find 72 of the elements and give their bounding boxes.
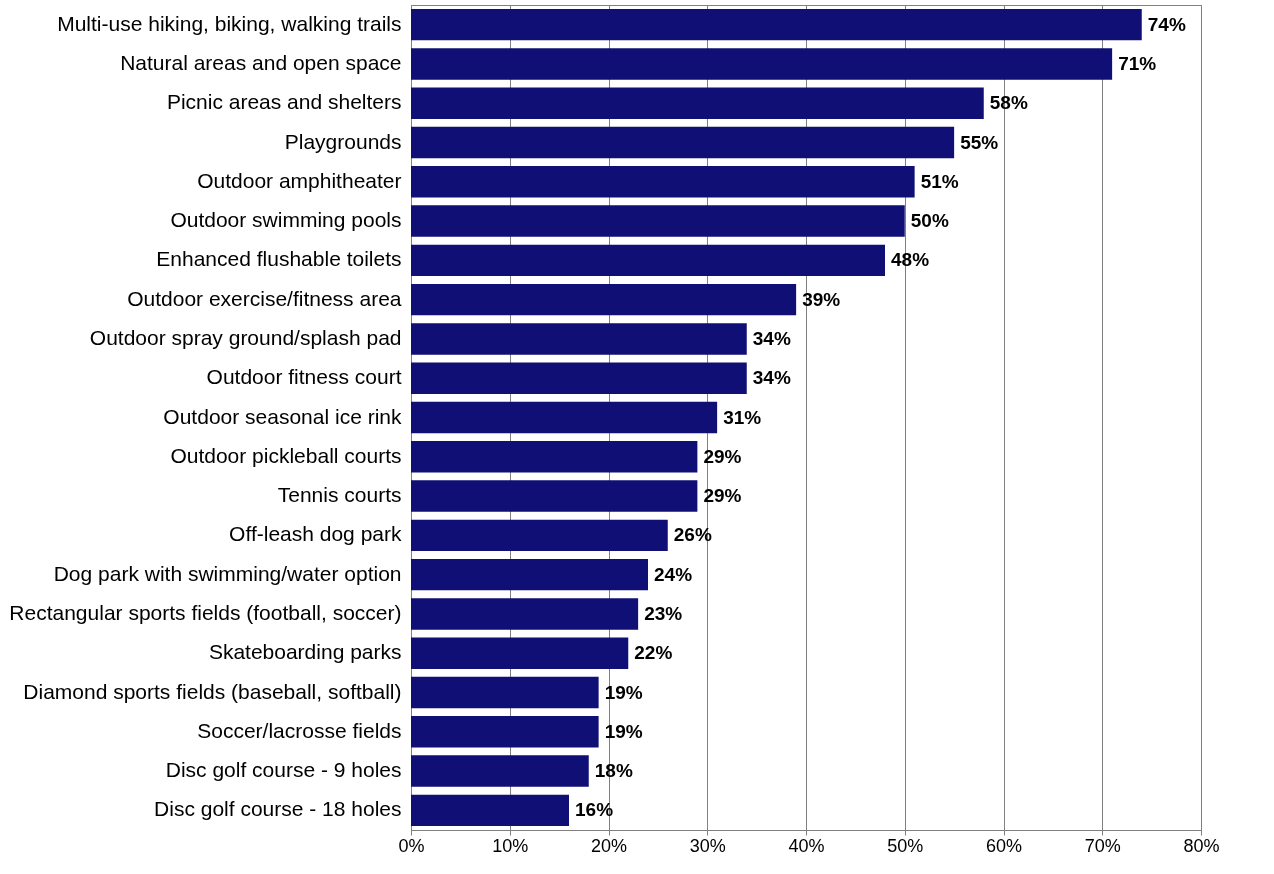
- y-tick-label: Outdoor swimming pools: [170, 208, 402, 232]
- data-label: 48%: [891, 249, 930, 271]
- data-label: 29%: [703, 445, 742, 467]
- data-label: 29%: [703, 485, 742, 507]
- bar: [411, 676, 599, 709]
- bar: [411, 401, 718, 434]
- data-label: 39%: [802, 288, 841, 310]
- x-tick-label: 70%: [1084, 835, 1121, 856]
- bar: [411, 8, 1142, 41]
- y-tick-label: Playgrounds: [284, 129, 402, 153]
- bar: [411, 637, 629, 669]
- y-tick-label: Tennis courts: [277, 483, 402, 507]
- bar: [411, 519, 668, 552]
- y-tick-label: Skateboarding parks: [208, 640, 402, 664]
- bar: [411, 126, 955, 159]
- x-tick-label: 0%: [398, 835, 425, 856]
- x-tick-label: 60%: [985, 835, 1023, 856]
- x-tick-label: 10%: [492, 835, 529, 856]
- y-tick-label: Diamond sports fields (baseball, softball): [23, 679, 402, 703]
- bar: [411, 244, 885, 277]
- bar: [411, 598, 639, 630]
- y-tick-label: Picnic areas and shelters: [166, 90, 402, 114]
- data-label: 19%: [604, 720, 643, 742]
- y-tick-label: Dog park with swimming/water option: [53, 561, 402, 585]
- bar: [411, 716, 599, 748]
- y-tick-label: Outdoor fitness court: [206, 365, 402, 389]
- bar: [411, 794, 569, 827]
- y-tick-label: Enhanced flushable toilets: [156, 247, 402, 271]
- bar: [411, 755, 589, 787]
- data-label: 71%: [1118, 52, 1157, 74]
- y-tick-label: Multi-use hiking, biking, walking trails: [57, 11, 402, 35]
- bar: [411, 87, 984, 119]
- y-tick-label: Outdoor exercise/fitness area: [127, 286, 402, 310]
- bar: [411, 205, 905, 237]
- data-label: 34%: [752, 367, 791, 389]
- x-tick-label: 80%: [1183, 835, 1220, 856]
- data-label: 58%: [989, 92, 1028, 114]
- data-label: 18%: [594, 760, 633, 782]
- data-label: 55%: [960, 131, 999, 153]
- y-tick-label: Outdoor pickleball courts: [170, 443, 402, 467]
- y-tick-label: Disc golf course - 9 holes: [165, 758, 402, 782]
- y-tick-label: Natural areas and open space: [120, 50, 402, 74]
- data-label: 51%: [920, 170, 959, 192]
- data-label: 23%: [644, 602, 683, 624]
- bar: [411, 480, 698, 512]
- data-label: 34%: [752, 327, 791, 349]
- x-tick-label: 20%: [590, 835, 628, 856]
- y-tick-label: Off-leash dog park: [229, 522, 402, 546]
- bar: [411, 441, 698, 473]
- x-tick-label: 40%: [788, 835, 825, 856]
- bar: [411, 283, 797, 316]
- data-label: 74%: [1147, 13, 1186, 35]
- bar: [411, 166, 915, 198]
- y-tick-label: Outdoor amphitheater: [197, 168, 402, 192]
- y-tick-label: Disc golf course - 18 holes: [154, 797, 402, 821]
- bar: [411, 362, 747, 394]
- data-label: 24%: [654, 563, 693, 585]
- data-label: 50%: [910, 210, 949, 232]
- data-label: 19%: [604, 681, 643, 703]
- y-tick-label: Outdoor spray ground/splash pad: [89, 325, 402, 349]
- y-tick-label: Soccer/lacrosse fields: [197, 718, 402, 742]
- x-tick-label: 30%: [689, 835, 726, 856]
- x-tick-label: 50%: [887, 835, 924, 856]
- data-label: 22%: [634, 642, 673, 664]
- data-label: 16%: [575, 799, 614, 821]
- y-tick-label: Outdoor seasonal ice rink: [163, 404, 402, 428]
- data-label: 31%: [723, 406, 762, 428]
- y-tick-label: Rectangular sports fields (football, soccer): [9, 600, 402, 624]
- bar: [411, 558, 648, 591]
- bar: [411, 48, 1113, 80]
- data-label: 26%: [673, 524, 712, 546]
- bar: [411, 323, 747, 355]
